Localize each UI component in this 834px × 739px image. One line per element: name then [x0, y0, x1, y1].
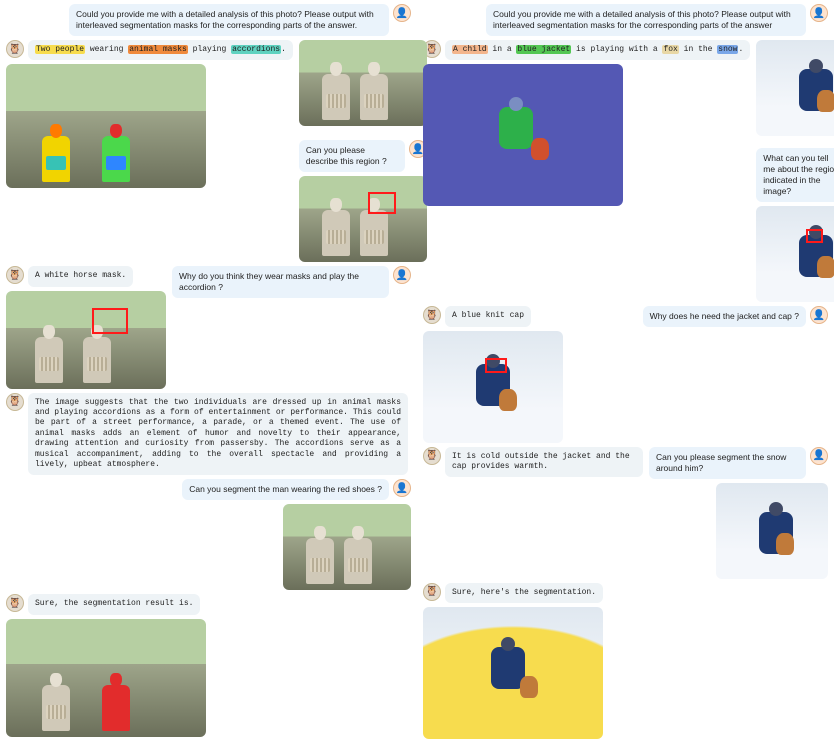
- right-a2-msg: 🦉 A blue knit cap: [423, 306, 563, 326]
- right-segmented-image-2: [423, 607, 603, 739]
- right-q1-bubble: Could you provide me with a detailed ana…: [486, 4, 806, 36]
- user-avatar-icon: 👤: [810, 4, 828, 22]
- right-a4-bubble: Sure, here's the segmentation.: [445, 583, 603, 603]
- hl-accordions: accordions: [231, 45, 281, 54]
- left-q1-row: Could you provide me with a detailed ana…: [6, 4, 411, 36]
- right-a2-red-box: [485, 358, 507, 374]
- left-a3-msg: 🦉 The image suggests that the two indivi…: [6, 393, 411, 476]
- right-q3-bubble: Why does he need the jacket and cap ?: [643, 306, 806, 327]
- user-avatar-icon: 👤: [393, 479, 411, 497]
- right-q3-msg: Why does he need the jacket and cap ? 👤: [643, 306, 828, 327]
- left-q2-bubble: Can you please describe this region ?: [299, 140, 405, 172]
- assistant-avatar-icon: 🦉: [6, 40, 24, 58]
- hl-fox: fox: [662, 45, 678, 54]
- right-q4-image: [716, 483, 828, 579]
- left-a4-msg: 🦉 Sure, the segmentation result is.: [6, 594, 411, 614]
- left-original-image-1: [299, 40, 427, 126]
- left-a2-row: 🦉 A white horse mask. Why do you think t…: [6, 266, 411, 388]
- right-q4-msg: Can you please segment the snow around h…: [649, 447, 828, 479]
- right-a2-row: 🦉 A blue knit cap Why does he need the j…: [423, 306, 828, 442]
- assistant-avatar-icon: 🦉: [423, 583, 441, 601]
- assistant-avatar-icon: 🦉: [6, 594, 24, 612]
- left-a4-bubble: Sure, the segmentation result is.: [28, 594, 200, 614]
- left-a2-image: [6, 291, 166, 389]
- right-conversation: Could you provide me with a detailed ana…: [417, 0, 834, 644]
- user-avatar-icon: 👤: [810, 306, 828, 324]
- right-original-image-1: [756, 40, 834, 136]
- right-q2-msg: What can you tell me about the region in…: [756, 148, 834, 202]
- right-a3-msg: 🦉 It is cold outside the jacket and the …: [423, 447, 643, 478]
- right-a1-bubble: A child in a blue jacket is playing with…: [445, 40, 750, 60]
- left-conversation: Could you provide me with a detailed ana…: [0, 0, 417, 644]
- hl-blue-jacket: blue jacket: [516, 45, 571, 54]
- left-q4-row: Can you segment the man wearing the red …: [6, 479, 411, 590]
- left-q1-msg: Could you provide me with a detailed ana…: [6, 4, 411, 36]
- left-a1-row: 🦉 Two people wearing animal masks playin…: [6, 40, 411, 262]
- right-a3-bubble: It is cold outside the jacket and the ca…: [445, 447, 643, 478]
- left-q4-msg: Can you segment the man wearing the red …: [182, 479, 411, 500]
- left-q3-bubble: Why do you think they wear masks and pla…: [172, 266, 389, 298]
- right-a1-row: 🦉 A child in a blue jacket is playing wi…: [423, 40, 828, 302]
- a2-red-box: [92, 308, 127, 333]
- hl-snow: snow: [717, 45, 738, 54]
- user-avatar-icon: 👤: [810, 447, 828, 465]
- user-avatar-icon: 👤: [393, 266, 411, 284]
- left-a2-msg: 🦉 A white horse mask.: [6, 266, 166, 286]
- right-q1-msg: Could you provide me with a detailed ana…: [423, 4, 828, 36]
- q2-red-box: [368, 192, 396, 214]
- right-q4-bubble: Can you please segment the snow around h…: [649, 447, 806, 479]
- user-avatar-icon: 👤: [393, 4, 411, 22]
- left-a2-bubble: A white horse mask.: [28, 266, 133, 286]
- assistant-avatar-icon: 🦉: [6, 266, 24, 284]
- right-q2-bubble: What can you tell me about the region in…: [756, 148, 834, 202]
- left-q2-image: [299, 176, 427, 262]
- left-q1-bubble: Could you provide me with a detailed ana…: [69, 4, 389, 36]
- right-a2-bubble: A blue knit cap: [445, 306, 531, 326]
- left-q4-bubble: Can you segment the man wearing the red …: [182, 479, 389, 500]
- right-segmented-image-1: [423, 64, 623, 206]
- left-a1-msg: 🦉 Two people wearing animal masks playin…: [6, 40, 293, 60]
- right-q2-image: [756, 206, 834, 302]
- left-a1-bubble: Two people wearing animal masks playing …: [28, 40, 293, 60]
- left-q3-msg: Why do you think they wear masks and pla…: [172, 266, 411, 298]
- left-q2-msg: Can you please describe this region ? 👤: [299, 140, 427, 172]
- right-a3-q4-row: 🦉 It is cold outside the jacket and the …: [423, 447, 828, 579]
- hl-a-child: A child: [452, 45, 488, 54]
- left-q4-image: [283, 504, 411, 590]
- assistant-avatar-icon: 🦉: [6, 393, 24, 411]
- hl-two-people: Two people: [35, 45, 85, 54]
- right-a2-image: [423, 331, 563, 443]
- left-a3-bubble: The image suggests that the two individu…: [28, 393, 408, 476]
- left-segmented-image-1: [6, 64, 206, 188]
- hl-animal-masks: animal masks: [128, 45, 188, 54]
- assistant-avatar-icon: 🦉: [423, 306, 441, 324]
- left-segmented-image-2: [6, 619, 206, 737]
- right-q2-red-box: [806, 229, 824, 242]
- figure-columns: Could you provide me with a detailed ana…: [0, 0, 834, 644]
- assistant-avatar-icon: 🦉: [423, 447, 441, 465]
- right-a4-msg: 🦉 Sure, here's the segmentation.: [423, 583, 828, 603]
- right-a1-msg: 🦉 A child in a blue jacket is playing wi…: [423, 40, 750, 60]
